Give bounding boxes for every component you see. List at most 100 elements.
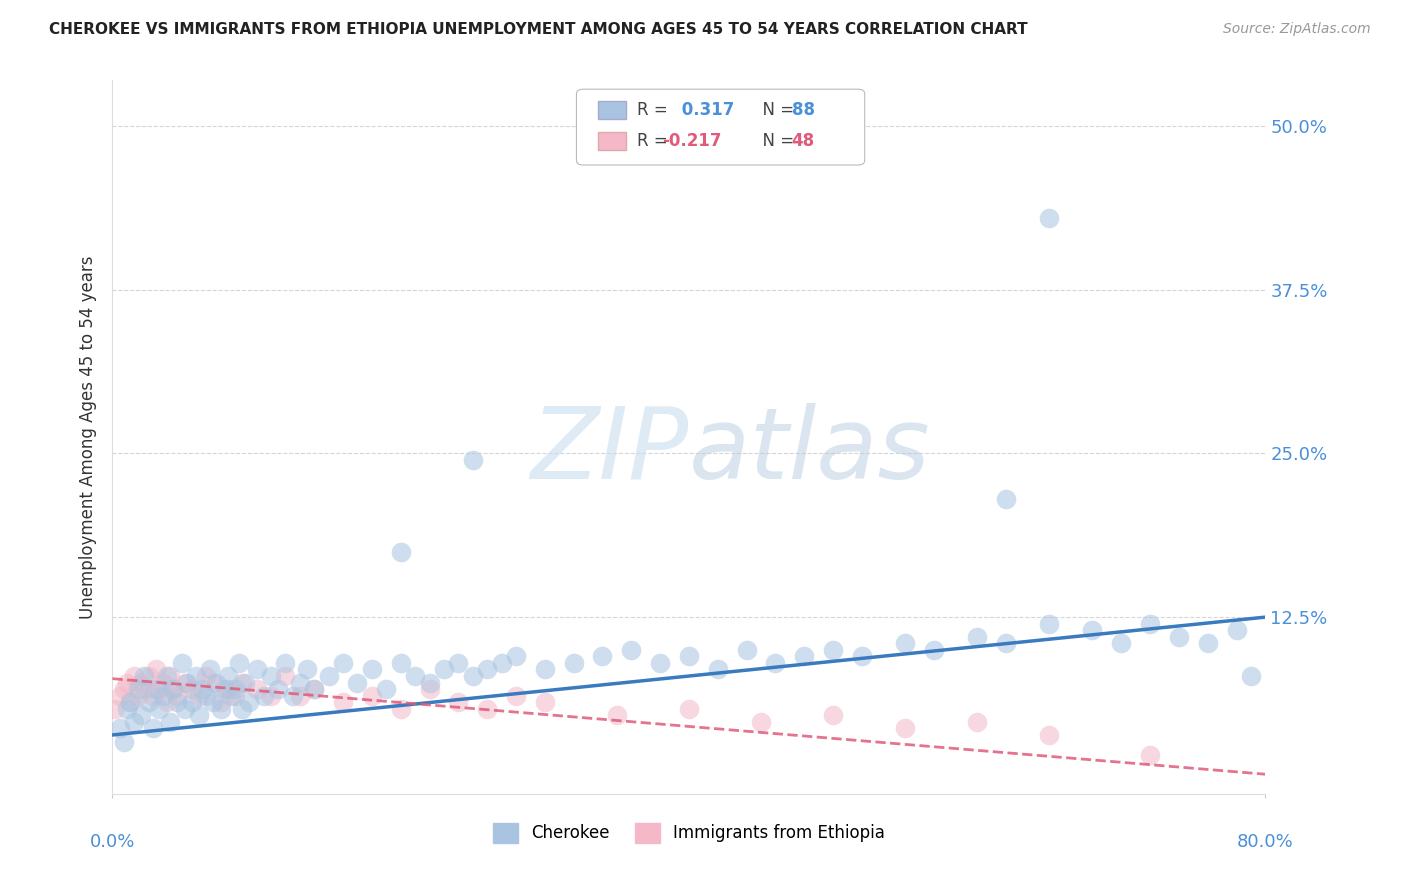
Point (534, 663, 557, 677)
Point (475, 663, 499, 677)
Point (142, 722, 165, 736)
Point (228, 656, 250, 670)
Text: Source: ZipAtlas.com: Source: ZipAtlas.com (1223, 22, 1371, 37)
Point (447, 656, 470, 670)
Legend: Cherokee, Immigrants from Ethiopia: Cherokee, Immigrants from Ethiopia (486, 816, 891, 850)
Point (156, 695, 179, 709)
Point (475, 702, 499, 716)
Point (678, 649, 700, 664)
Point (152, 689, 174, 703)
Text: N =: N = (752, 101, 800, 119)
Point (1081, 624, 1104, 638)
Point (419, 682, 441, 697)
Point (166, 689, 188, 703)
Point (209, 702, 232, 716)
Point (995, 492, 1018, 507)
Point (894, 722, 917, 736)
Point (318, 669, 340, 683)
Point (389, 656, 412, 670)
Point (184, 669, 207, 683)
Point (108, 722, 131, 736)
Point (134, 682, 156, 697)
Point (219, 689, 242, 703)
Point (620, 643, 643, 657)
Point (1197, 636, 1219, 650)
Text: R =: R = (637, 132, 673, 150)
Text: 0.0%: 0.0% (90, 833, 135, 851)
Point (1038, 616, 1060, 631)
Point (274, 669, 297, 683)
Point (288, 689, 311, 703)
Text: CHEROKEE VS IMMIGRANTS FROM ETHIOPIA UNEMPLOYMENT AMONG AGES 45 TO 54 YEARS CORR: CHEROKEE VS IMMIGRANTS FROM ETHIOPIA UNE… (49, 22, 1028, 37)
Point (166, 695, 188, 709)
Point (145, 682, 167, 697)
Point (461, 669, 484, 683)
Point (180, 695, 202, 709)
Point (122, 714, 145, 729)
Point (129, 675, 153, 690)
Point (118, 695, 141, 709)
Point (115, 702, 138, 716)
Point (176, 675, 198, 690)
Point (389, 544, 412, 558)
Point (505, 689, 527, 703)
Text: 80.0%: 80.0% (1237, 833, 1294, 851)
Point (304, 682, 326, 697)
Point (1167, 630, 1189, 644)
Point (650, 656, 672, 670)
Point (332, 695, 354, 709)
Point (966, 714, 988, 729)
Point (260, 689, 283, 703)
Point (288, 675, 311, 690)
Text: ZIP: ZIP (530, 403, 689, 500)
Point (127, 682, 149, 697)
Point (505, 649, 527, 664)
Point (231, 702, 253, 716)
Point (281, 689, 304, 703)
Point (112, 682, 135, 697)
Text: 0.317: 0.317 (676, 101, 735, 119)
Point (191, 682, 214, 697)
Point (238, 695, 260, 709)
Point (419, 675, 441, 690)
Point (180, 682, 202, 697)
Point (118, 695, 141, 709)
Point (260, 669, 283, 683)
Point (195, 669, 218, 683)
Point (188, 689, 211, 703)
Point (104, 702, 127, 716)
Point (606, 708, 628, 723)
Point (173, 675, 195, 690)
Point (678, 702, 700, 716)
Point (821, 708, 844, 723)
Point (217, 682, 239, 697)
Point (995, 636, 1018, 650)
Point (152, 675, 174, 690)
Point (295, 663, 318, 677)
Point (209, 695, 232, 709)
Point (592, 649, 614, 664)
Point (1240, 669, 1263, 683)
Point (404, 669, 426, 683)
Point (138, 695, 160, 709)
Point (1139, 616, 1161, 631)
Point (205, 675, 228, 690)
Point (360, 663, 382, 677)
Point (922, 643, 945, 657)
Point (461, 453, 484, 467)
Point (224, 689, 246, 703)
Point (304, 682, 326, 697)
Point (447, 695, 470, 709)
Text: -0.217: -0.217 (662, 132, 721, 150)
Point (246, 663, 269, 677)
Point (138, 669, 160, 683)
Point (707, 663, 730, 677)
Point (162, 682, 184, 697)
Point (217, 669, 239, 683)
Point (159, 669, 181, 683)
Point (148, 682, 170, 697)
Point (134, 669, 156, 683)
Point (108, 689, 131, 703)
Point (375, 682, 398, 697)
Y-axis label: Unemployment Among Ages 45 to 54 years: Unemployment Among Ages 45 to 54 years (79, 255, 97, 619)
